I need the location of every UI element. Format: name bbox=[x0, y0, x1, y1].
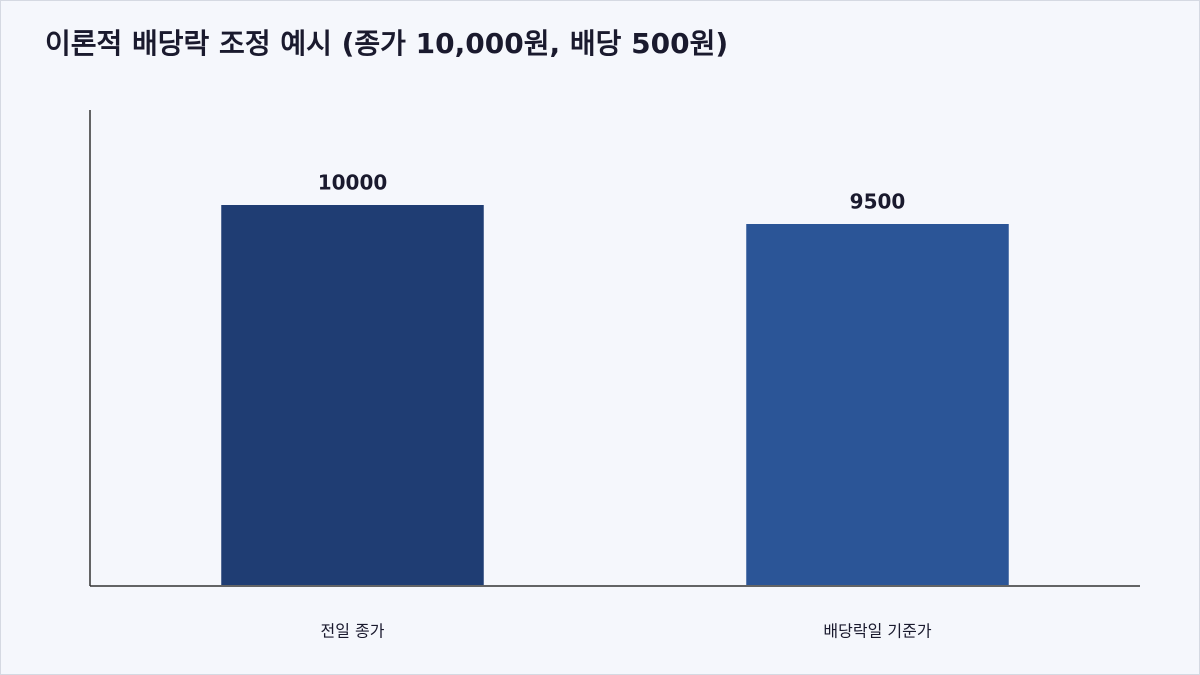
x-tick-label: 배당락일 기준가 bbox=[823, 622, 931, 641]
data-label: 10000 bbox=[318, 171, 388, 195]
x-tick-label: 전일 종가 bbox=[321, 622, 385, 641]
chart-title: 이론적 배당락 조정 예시 (종가 10,000원, 배당 500원) bbox=[45, 27, 728, 60]
data-label: 9500 bbox=[850, 190, 906, 214]
bar bbox=[221, 205, 484, 585]
bar bbox=[746, 224, 1009, 585]
